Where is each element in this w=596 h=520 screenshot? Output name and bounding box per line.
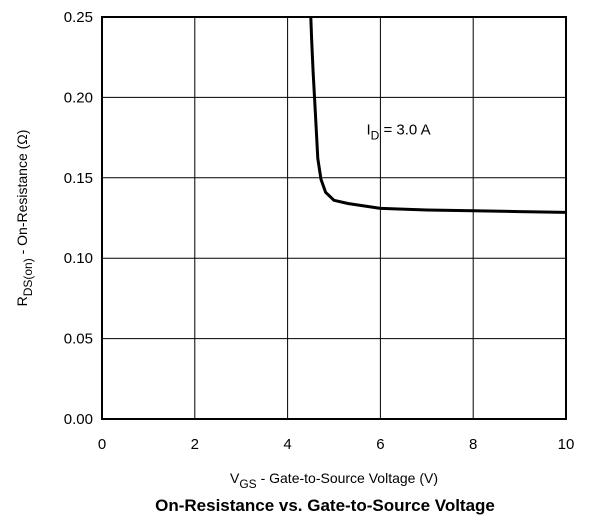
annotation-id: ID = 3.0 A (366, 122, 430, 143)
x-axis-label: VGS - Gate-to-Source Voltage (V) (230, 470, 438, 491)
plot-frame (101, 16, 567, 420)
x-tick-label: 0 (98, 436, 106, 453)
y-tick-label: 0.00 (64, 411, 93, 428)
x-tick-label: 2 (191, 436, 199, 453)
x-tick-label: 10 (558, 436, 575, 453)
grid (101, 16, 567, 420)
y-tick-label: 0.15 (64, 170, 93, 187)
x-tick-label: 4 (283, 436, 291, 453)
y-tick-label: 0.25 (64, 9, 93, 26)
y-tick-label: 0.05 (64, 331, 93, 348)
y-tick-label: 0.10 (64, 250, 93, 267)
series-line (309, 16, 567, 214)
series-layer (309, 16, 567, 214)
y-tick-label: 0.20 (64, 89, 93, 106)
y-axis-label: RDS(on) - On-Resistance (Ω) (14, 130, 35, 307)
x-tick-labels: 0 2 4 6 8 10 (98, 436, 575, 453)
x-tick-label: 6 (376, 436, 384, 453)
chart-title: On-Resistance vs. Gate-to-Source Voltage (155, 496, 495, 515)
x-tick-label: 8 (469, 436, 477, 453)
y-tick-labels: 0.00 0.05 0.10 0.15 0.20 0.25 (64, 9, 93, 428)
